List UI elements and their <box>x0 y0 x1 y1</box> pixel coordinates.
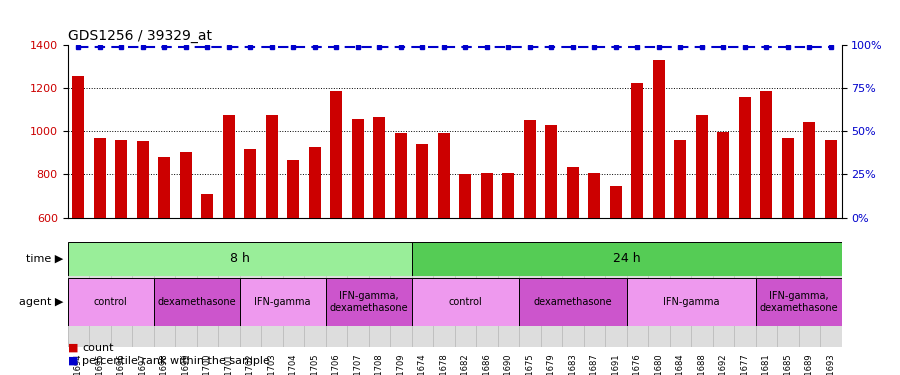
Bar <box>519 278 626 326</box>
Text: IFN-gamma: IFN-gamma <box>254 297 310 307</box>
Bar <box>459 174 472 217</box>
Bar <box>626 278 755 326</box>
Text: 24 h: 24 h <box>613 252 640 265</box>
Bar <box>72 76 85 217</box>
Bar <box>502 172 514 217</box>
Bar <box>739 97 751 218</box>
Bar <box>417 144 428 218</box>
Bar <box>411 278 519 326</box>
Text: ■: ■ <box>68 343 82 352</box>
Bar <box>374 117 385 218</box>
Bar <box>202 194 213 217</box>
Text: IFN-gamma,
dexamethasone: IFN-gamma, dexamethasone <box>760 291 838 313</box>
Bar <box>631 83 644 218</box>
Text: 8 h: 8 h <box>230 252 249 265</box>
Text: agent ▶: agent ▶ <box>19 297 63 307</box>
Bar <box>154 278 239 326</box>
Bar <box>94 138 105 218</box>
Text: control: control <box>448 297 482 307</box>
Bar <box>68 278 154 326</box>
Bar <box>330 92 342 218</box>
Bar <box>437 134 450 218</box>
Text: percentile rank within the sample: percentile rank within the sample <box>82 356 270 366</box>
Text: ■: ■ <box>68 356 82 366</box>
Bar <box>223 115 235 218</box>
Bar <box>309 147 320 218</box>
Bar <box>545 125 557 217</box>
Bar <box>824 140 837 218</box>
Text: dexamethasone: dexamethasone <box>534 297 612 307</box>
Text: IFN-gamma,
dexamethasone: IFN-gamma, dexamethasone <box>329 291 408 313</box>
Text: control: control <box>94 297 128 307</box>
Bar <box>760 92 772 218</box>
Bar <box>68 242 411 276</box>
Text: dexamethasone: dexamethasone <box>158 297 236 307</box>
Text: IFN-gamma: IFN-gamma <box>662 297 719 307</box>
Bar <box>266 115 278 218</box>
Bar <box>352 119 364 218</box>
Bar <box>782 138 794 218</box>
Bar <box>395 134 407 218</box>
Text: GDS1256 / 39329_at: GDS1256 / 39329_at <box>68 28 211 43</box>
Bar <box>696 115 707 218</box>
Bar <box>287 160 299 218</box>
Bar <box>589 172 600 217</box>
Bar <box>674 140 686 218</box>
Bar <box>804 122 815 218</box>
Bar <box>755 278 842 326</box>
Bar <box>137 141 148 218</box>
Bar <box>180 152 192 217</box>
Bar <box>244 148 256 217</box>
Bar <box>239 278 326 326</box>
Bar <box>411 242 842 276</box>
Bar <box>158 157 170 218</box>
Bar <box>717 132 729 218</box>
Bar <box>115 140 127 218</box>
Bar <box>481 172 492 217</box>
Bar <box>652 60 665 217</box>
Text: count: count <box>82 343 113 352</box>
Bar <box>610 186 622 218</box>
Bar <box>326 278 411 326</box>
Text: time ▶: time ▶ <box>26 254 63 264</box>
Bar <box>524 120 536 218</box>
Bar <box>567 167 579 218</box>
